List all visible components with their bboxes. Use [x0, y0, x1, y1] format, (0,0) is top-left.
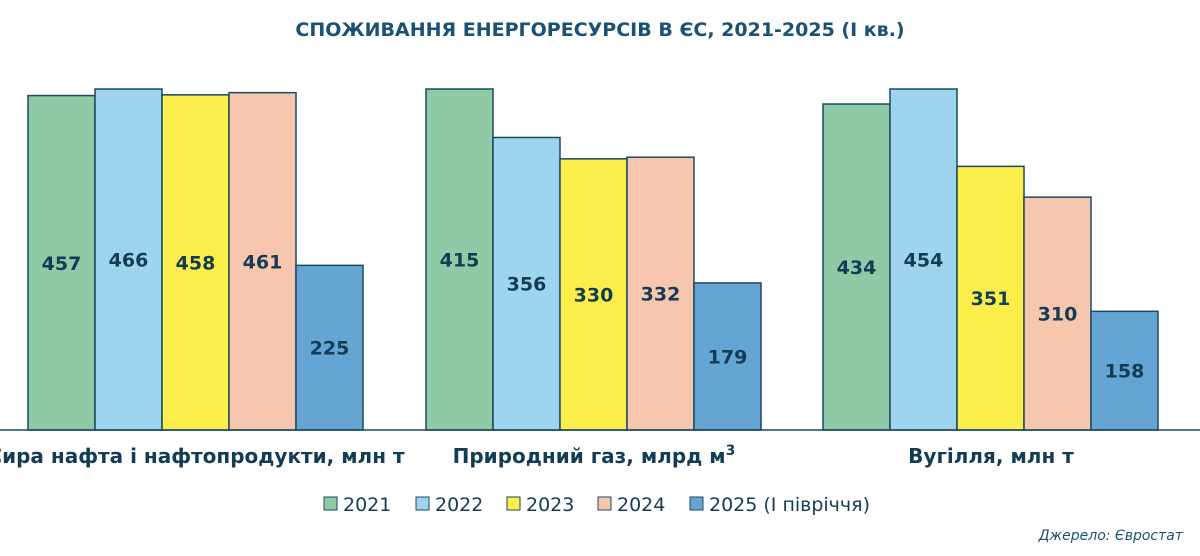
data-label-2-1: 454 — [904, 250, 944, 272]
category-label-2: Вугілля, млн т — [908, 444, 1074, 468]
data-label-0-1: 466 — [109, 250, 149, 272]
category-label-1: Природний газ, млрд м3 — [453, 443, 736, 468]
bar-1-0 — [425, 88, 494, 431]
data-label-1-4: 179 — [708, 346, 748, 368]
data-label-1-2: 330 — [574, 284, 614, 306]
category-labels: Сира нафта і нафтопродукти, млн т Природн… — [0, 443, 1074, 468]
data-label-0-2: 458 — [176, 252, 216, 274]
legend-swatch-0 — [323, 496, 338, 511]
legend-swatch-4 — [689, 496, 704, 511]
legend-swatch-2 — [506, 496, 521, 511]
legend-label-0: 2021 — [343, 494, 391, 516]
legend-swatch-1 — [415, 496, 430, 511]
legend-label-3: 2024 — [617, 494, 665, 516]
data-label-1-1: 356 — [507, 274, 547, 296]
bar-1-4 — [693, 282, 762, 431]
data-label-0-4: 225 — [310, 338, 350, 360]
legend-swatch-3 — [597, 496, 612, 511]
data-label-0-3: 461 — [243, 251, 283, 273]
bar-0-3 — [228, 91, 297, 431]
legend-label-2: 2023 — [526, 494, 574, 516]
bar-0-2 — [161, 94, 230, 431]
legend-label-1: 2022 — [435, 494, 483, 516]
data-label-2-3: 310 — [1038, 304, 1078, 326]
legend: 2021 2022 2023 2024 2025 (І півріччя) — [323, 494, 870, 516]
data-label-2-0: 434 — [837, 257, 877, 279]
data-label-2-2: 351 — [971, 288, 1011, 310]
bar-2-1 — [889, 88, 958, 431]
bar-0-1 — [94, 88, 163, 431]
data-label-0-0: 457 — [42, 253, 82, 275]
bar-0-0 — [27, 94, 96, 431]
data-label-2-4: 158 — [1105, 361, 1145, 383]
bar-1-2 — [559, 158, 628, 431]
legend-label-4: 2025 (І півріччя) — [709, 494, 870, 516]
chart-title: СПОЖИВАННЯ ЕНЕРГОРЕСУРСІВ В ЄС, 2021-202… — [295, 19, 904, 41]
data-label-1-0: 415 — [440, 250, 480, 272]
bar-2-3 — [1023, 196, 1092, 431]
category-label-0: Сира нафта і нафтопродукти, млн т — [0, 444, 405, 468]
data-label-1-3: 332 — [641, 284, 681, 306]
source-note: Джерело: Євростат — [1038, 528, 1184, 544]
bars-layer: 457 466 458 461 225 415 356 330 332 179 434 454 351 3… — [27, 88, 1159, 431]
